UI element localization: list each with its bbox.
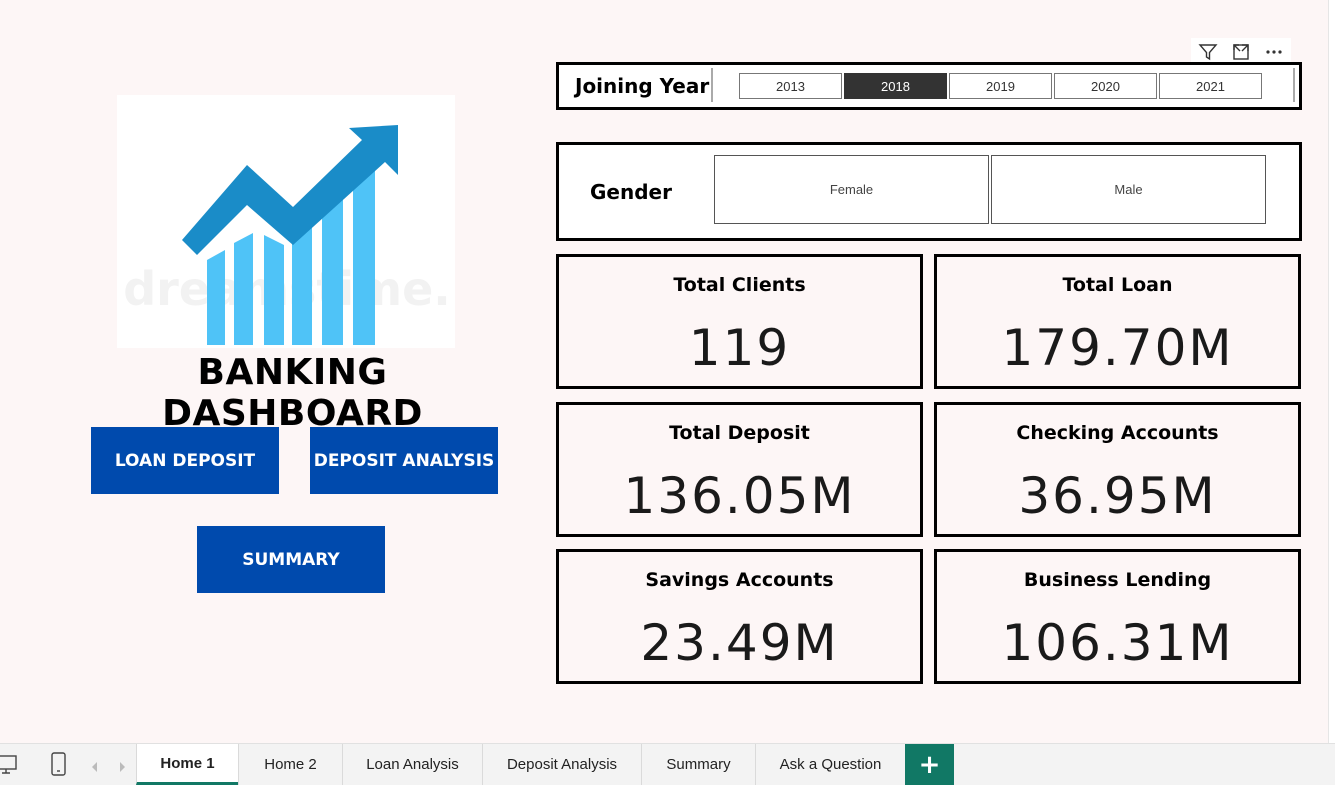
filter-icon[interactable] [1195,40,1221,64]
report-canvas: dreamstime. BANKING DASHBOARD LOAN DEPOS… [0,0,1335,743]
more-options-icon[interactable] [1261,40,1287,64]
gender-option-male[interactable]: Male [991,155,1266,224]
joining-year-title: Joining Year [575,74,710,98]
kpi-label: Total Deposit [669,422,810,444]
tab-home-1[interactable]: Home 1 [136,744,238,785]
year-option-2021[interactable]: 2021 [1159,73,1262,99]
banking-logo-image: dreamstime. [117,95,455,348]
kpi-label: Total Clients [673,274,806,296]
kpi-value: 36.95M [1018,467,1217,525]
total-clients-card[interactable]: Total Clients 119 [556,254,923,389]
kpi-label: Total Loan [1062,274,1173,296]
gender-option-female[interactable]: Female [714,155,989,224]
gender-title: Gender [590,180,672,204]
savings-accounts-card[interactable]: Savings Accounts 23.49M [556,549,923,684]
watermark-text: dreamstime. [123,262,451,316]
gender-slicer: Gender Female Male [556,142,1302,241]
focus-mode-icon[interactable] [1228,40,1254,64]
slicer-frame [711,68,1295,102]
desktop-layout-icon[interactable] [0,752,18,780]
page-tab-bar: Home 1 Home 2 Loan Analysis Deposit Anal… [0,743,1335,785]
visual-header [1191,38,1291,66]
kpi-value: 23.49M [640,614,839,672]
tab-deposit-analysis[interactable]: Deposit Analysis [482,744,641,785]
business-lending-card[interactable]: Business Lending 106.31M [934,549,1301,684]
loan-deposit-button[interactable]: LOAN DEPOSIT [91,427,279,494]
year-options: 2013 2018 2019 2020 2021 [739,73,1262,99]
kpi-value: 106.31M [1001,614,1234,672]
tab-ask-a-question[interactable]: Ask a Question [755,744,905,785]
scroll-right-icon[interactable] [117,758,127,777]
kpi-label: Business Lending [1023,569,1212,591]
mobile-layout-icon[interactable] [50,752,68,782]
kpi-value: 136.05M [623,467,856,525]
year-option-2019[interactable]: 2019 [949,73,1052,99]
kpi-label: Checking Accounts [1016,422,1219,444]
total-deposit-card[interactable]: Total Deposit 136.05M [556,402,923,537]
tab-summary[interactable]: Summary [641,744,755,785]
kpi-value: 179.70M [1001,319,1234,377]
year-option-2013[interactable]: 2013 [739,73,842,99]
scroll-left-icon[interactable] [90,758,100,777]
year-option-2020[interactable]: 2020 [1054,73,1157,99]
summary-button[interactable]: SUMMARY [197,526,385,593]
dashboard-title: BANKING DASHBOARD [162,352,423,434]
gender-options: Female Male [714,155,1266,224]
joining-year-slicer: Joining Year 2013 2018 2019 2020 2021 [556,62,1302,110]
kpi-value: 119 [688,319,791,377]
report-page: dreamstime. BANKING DASHBOARD LOAN DEPOS… [91,0,1329,743]
tab-home-2[interactable]: Home 2 [238,744,342,785]
tab-loan-analysis[interactable]: Loan Analysis [342,744,482,785]
kpi-label: Savings Accounts [645,569,834,591]
year-option-2018[interactable]: 2018 [844,73,947,99]
total-loan-card[interactable]: Total Loan 179.70M [934,254,1301,389]
checking-accounts-card[interactable]: Checking Accounts 36.95M [934,402,1301,537]
deposit-analysis-button[interactable]: DEPOSIT ANALYSIS [310,427,498,494]
add-page-button[interactable]: + [905,744,954,785]
